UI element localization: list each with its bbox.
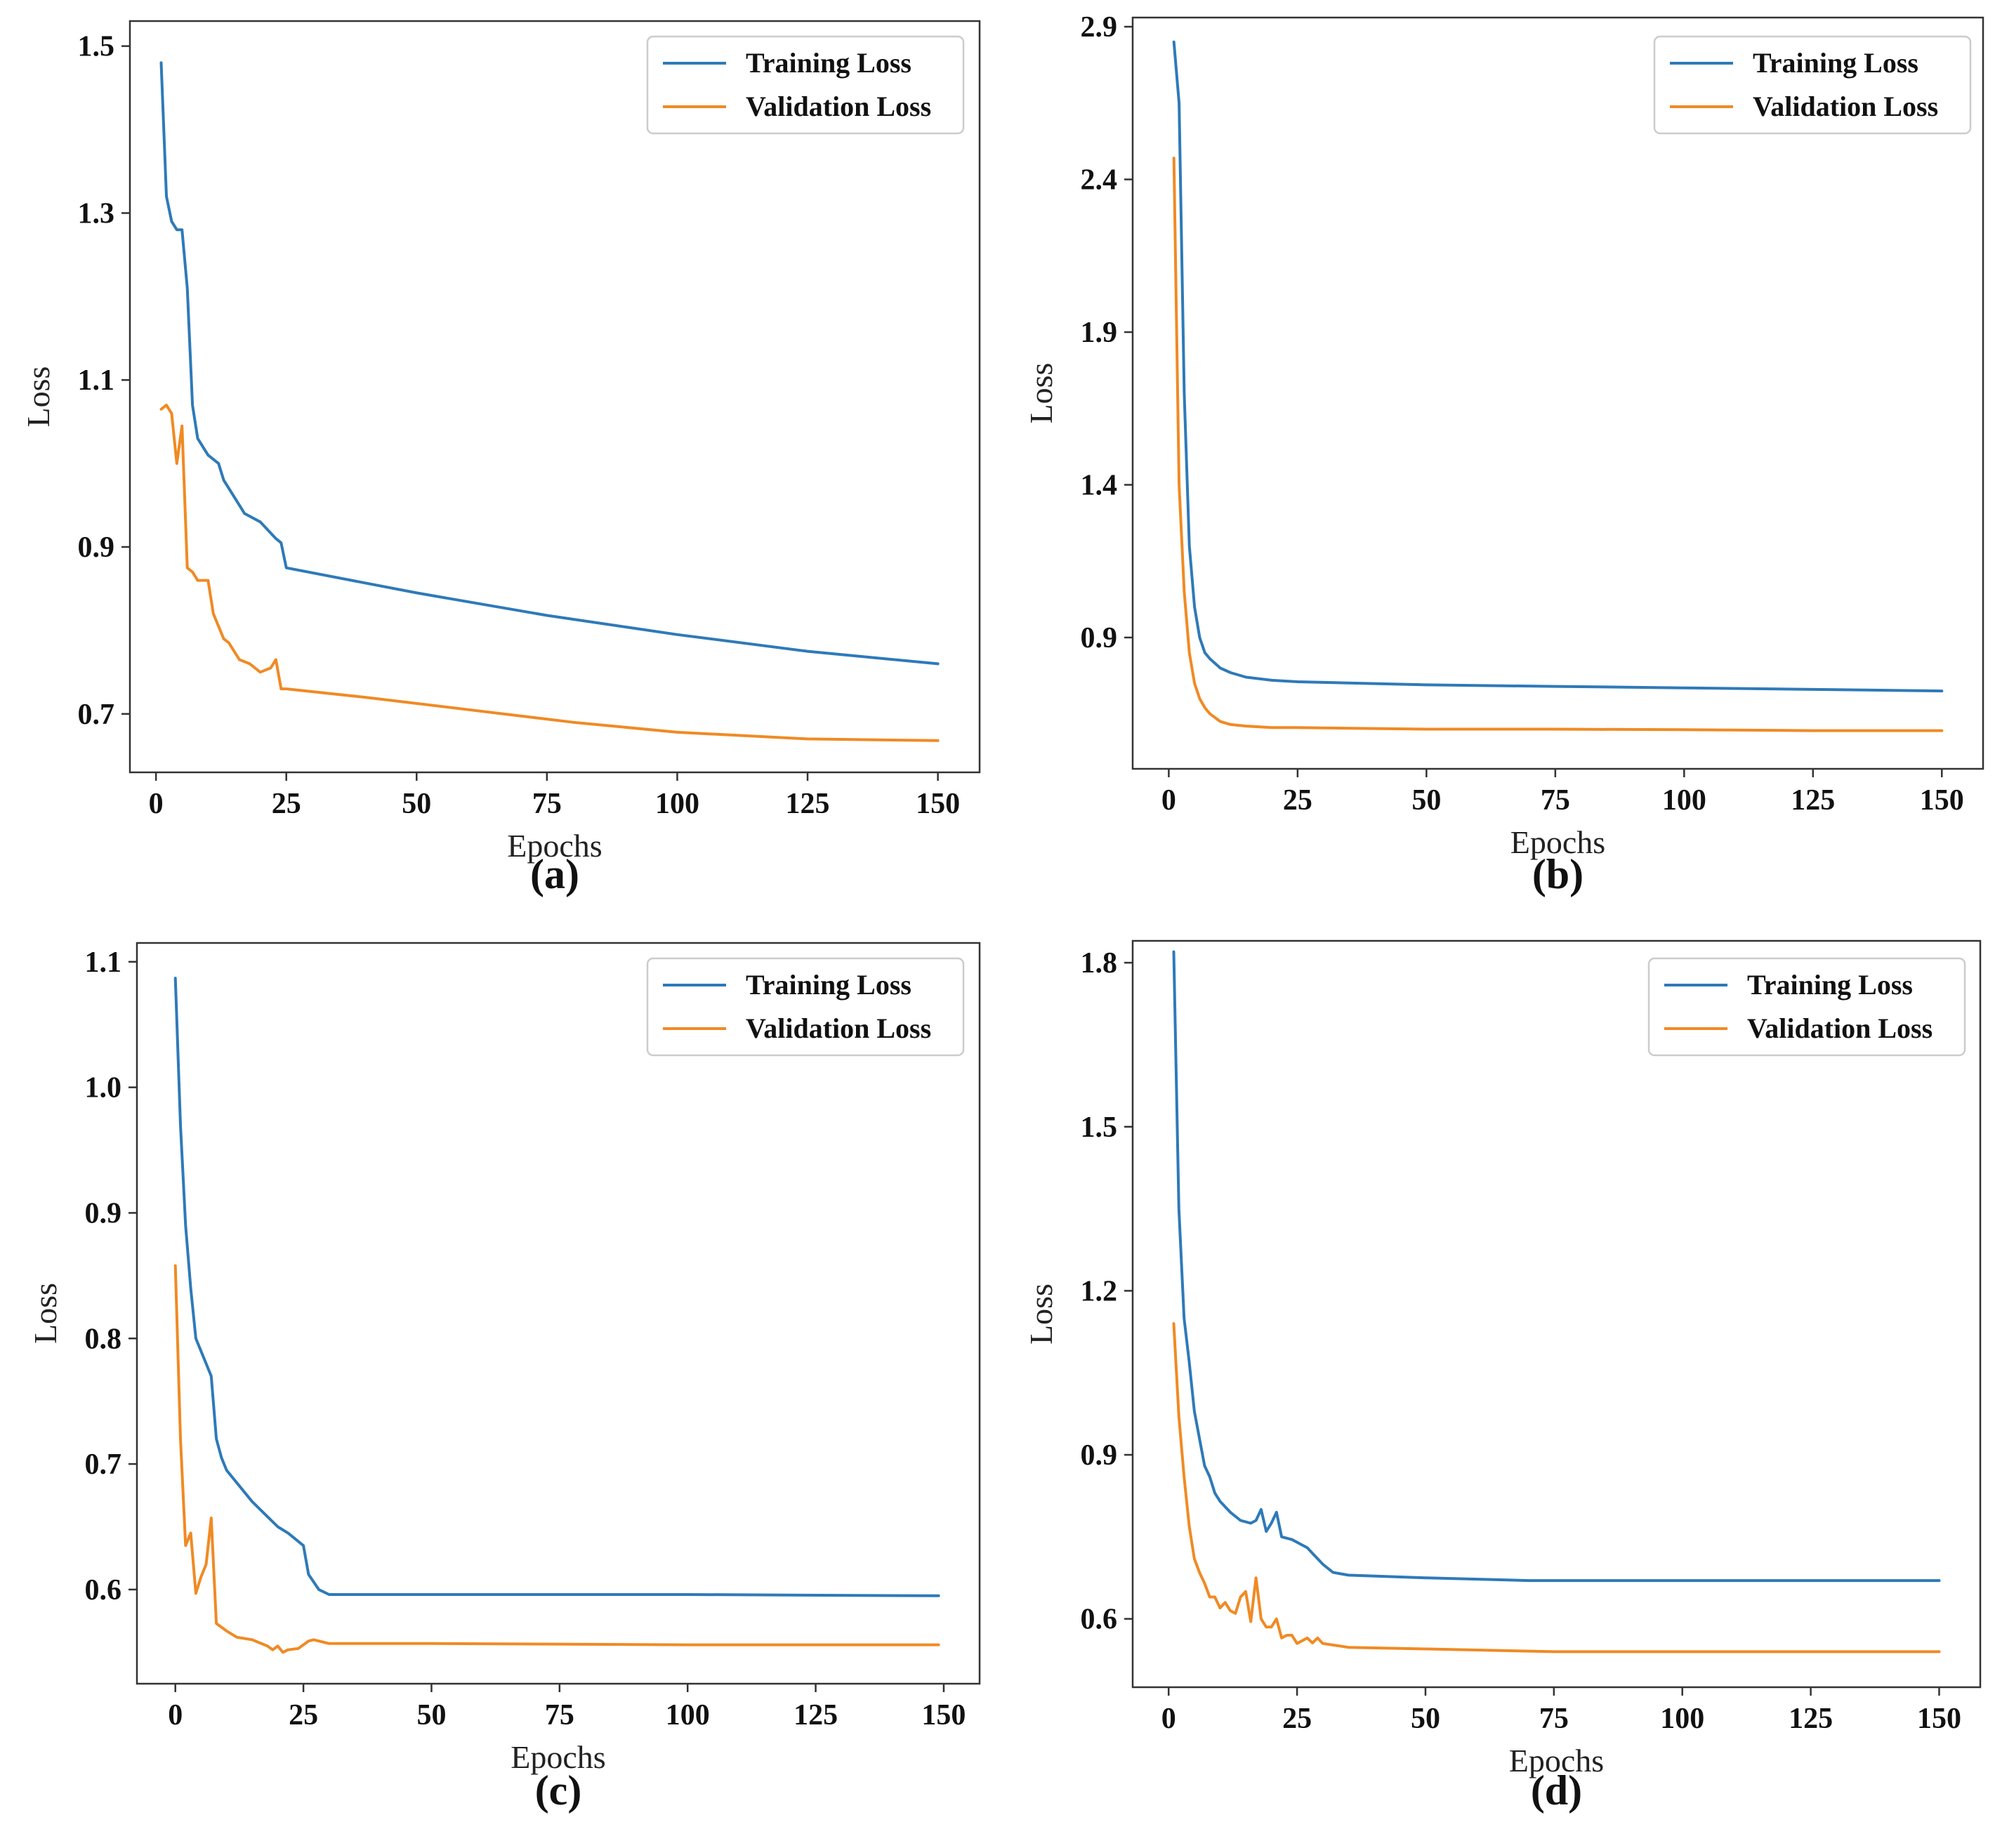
axes-frame — [129, 20, 981, 774]
x-tick-label: 0 — [168, 1699, 183, 1731]
axes-frame — [1131, 16, 1984, 770]
y-tick-label: 0.6 — [85, 1574, 122, 1606]
y-tick-label: 1.1 — [78, 364, 115, 397]
x-tick-label: 75 — [1539, 1703, 1569, 1735]
y-tick-label: 0.7 — [85, 1448, 122, 1481]
chart-panel-b: 0 25 50 75 100 125 150 0.9 1.4 1.9 2.4 2.9 Epochs Los… — [1023, 11, 1984, 897]
x-tick-label: 100 — [666, 1699, 710, 1731]
y-axis-label: Loss — [27, 1283, 63, 1344]
y-tick-label: 1.5 — [1081, 1111, 1118, 1144]
y-tick-label: 0.9 — [1081, 1439, 1118, 1472]
y-tick-label: 0.9 — [1081, 622, 1118, 654]
x-tick-label: 75 — [1541, 784, 1570, 817]
validation-loss-line — [1172, 157, 1944, 732]
y-tick-label: 2.4 — [1081, 164, 1118, 197]
validation-loss-line — [173, 1264, 940, 1654]
x-tick-label: 50 — [416, 1699, 446, 1731]
chart-panel-a: 0 25 50 75 100 125 150 0.7 0.9 1.1 1.3 1.5 Epochs Los… — [20, 20, 981, 897]
y-tick-label: 1.5 — [78, 31, 115, 63]
legend: Training Loss Validation Loss — [646, 35, 965, 135]
y-tick-label: 0.8 — [85, 1323, 122, 1355]
legend: Training Loss Validation Loss — [1647, 957, 1966, 1057]
validation-loss-line — [1172, 1322, 1941, 1654]
x-tick-label: 25 — [1282, 1703, 1312, 1735]
x-tick-label: 75 — [545, 1699, 574, 1731]
x-axis-label: Epochs — [511, 1739, 605, 1775]
axes-frame — [136, 942, 981, 1685]
x-tick-label: 25 — [289, 1699, 318, 1731]
x-tick-label: 0 — [1161, 784, 1176, 817]
x-tick-label: 100 — [1660, 1703, 1704, 1735]
panel-label: (b) — [1532, 851, 1584, 897]
x-tick-label: 150 — [921, 1699, 966, 1731]
legend-box — [646, 957, 965, 1057]
x-tick-label: 100 — [1662, 784, 1706, 817]
y-tick-label: 0.7 — [78, 699, 115, 731]
y-tick-label: 2.9 — [1081, 11, 1118, 44]
axes-frame — [1131, 939, 1982, 1689]
x-tick-label: 125 — [786, 788, 830, 820]
legend-box — [1647, 957, 1966, 1057]
chart-panel-d: 0 25 50 75 100 125 150 0.6 0.9 1.2 1.5 1.8 Epochs Los… — [1023, 939, 1982, 1814]
legend-training-label: Training Loss — [746, 969, 911, 1001]
panel-label: (c) — [535, 1767, 582, 1814]
legend: Training Loss Validation Loss — [1653, 35, 1972, 135]
y-tick-label: 0.9 — [78, 532, 115, 564]
y-tick-label: 0.6 — [1081, 1604, 1118, 1636]
validation-loss-line — [159, 403, 940, 742]
legend-validation-label: Validation Loss — [746, 91, 931, 122]
legend-validation-label: Validation Loss — [1747, 1012, 1933, 1044]
y-tick-label: 1.3 — [78, 197, 115, 230]
y-tick-label: 1.0 — [85, 1072, 122, 1104]
y-axis-label: Loss — [1023, 1283, 1059, 1345]
x-tick-label: 125 — [1789, 1703, 1833, 1735]
x-tick-label: 0 — [1161, 1703, 1176, 1735]
legend-validation-label: Validation Loss — [1753, 91, 1938, 122]
y-tick-label: 1.4 — [1081, 469, 1118, 501]
legend-training-label: Training Loss — [1753, 47, 1918, 79]
x-axis-label: Epochs — [1509, 1743, 1604, 1778]
panel-label: (d) — [1531, 1767, 1582, 1814]
x-tick-label: 50 — [1411, 784, 1441, 817]
training-loss-line — [1172, 40, 1944, 693]
chart-panel-c: 0 25 50 75 100 125 150 0.6 0.7 0.8 0.9 1.0 1.1 Epochs… — [27, 942, 981, 1814]
x-tick-label: 50 — [1411, 1703, 1440, 1735]
legend-training-label: Training Loss — [746, 47, 911, 79]
x-axis-label: Epochs — [1510, 824, 1605, 860]
x-tick-label: 125 — [1791, 784, 1835, 817]
legend-box — [1653, 35, 1972, 135]
x-tick-label: 150 — [1920, 784, 1964, 817]
y-axis-label: Loss — [1023, 363, 1059, 424]
x-tick-label: 25 — [1283, 784, 1312, 817]
legend-validation-label: Validation Loss — [746, 1012, 931, 1044]
x-tick-label: 0 — [149, 788, 164, 820]
y-tick-label: 1.8 — [1081, 947, 1118, 979]
x-axis-label: Epochs — [507, 828, 602, 864]
training-loss-line — [1172, 950, 1941, 1583]
x-tick-label: 75 — [532, 788, 562, 820]
y-axis-label: Loss — [20, 367, 56, 428]
y-tick-label: 1.2 — [1081, 1275, 1118, 1307]
legend: Training Loss Validation Loss — [646, 957, 965, 1057]
y-tick-label: 1.9 — [1081, 317, 1118, 349]
x-tick-label: 25 — [272, 788, 301, 820]
y-tick-label: 0.9 — [85, 1197, 122, 1229]
training-loss-line — [159, 61, 940, 666]
panel-label: (a) — [530, 851, 579, 897]
training-loss-line — [173, 977, 940, 1597]
legend-training-label: Training Loss — [1747, 969, 1913, 1001]
x-tick-label: 50 — [402, 788, 431, 820]
x-tick-label: 100 — [655, 788, 699, 820]
y-tick-label: 1.1 — [85, 946, 122, 979]
x-tick-label: 125 — [794, 1699, 838, 1731]
x-tick-label: 150 — [916, 788, 960, 820]
legend-box — [646, 35, 965, 135]
x-tick-label: 150 — [1917, 1703, 1961, 1735]
